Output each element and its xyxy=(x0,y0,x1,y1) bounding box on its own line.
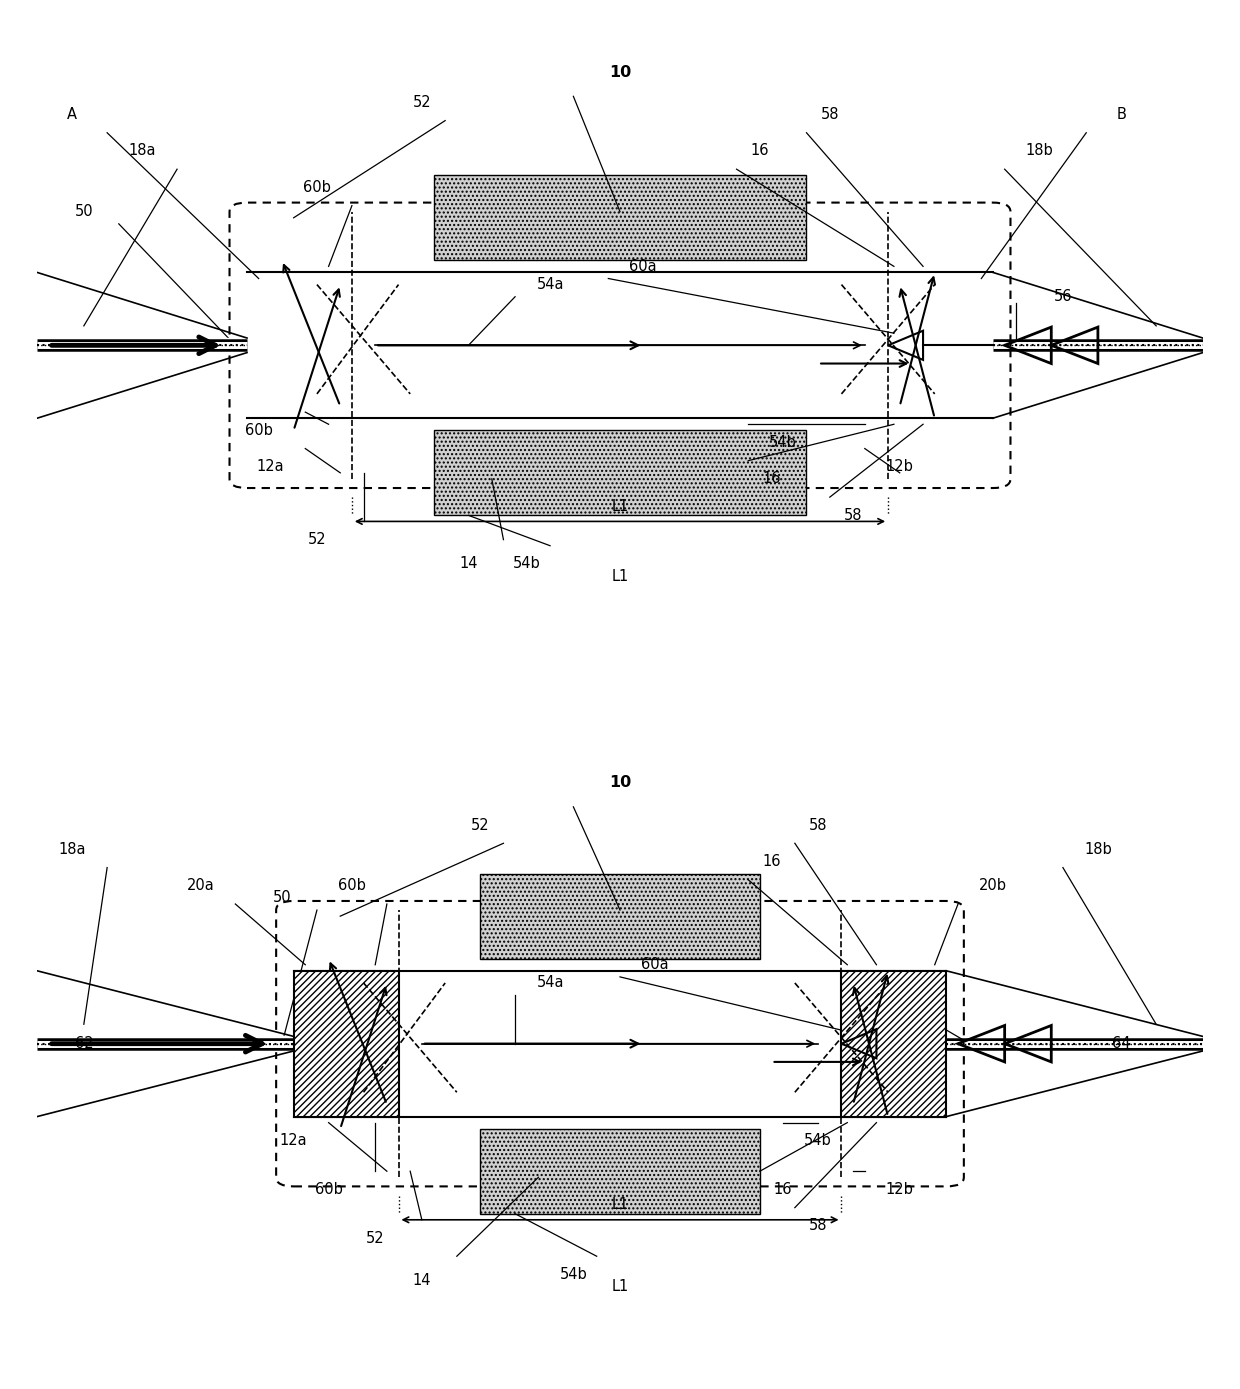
Text: 56: 56 xyxy=(914,975,932,990)
Text: 54b: 54b xyxy=(805,1133,832,1149)
Text: 16: 16 xyxy=(750,143,769,158)
Text: 58: 58 xyxy=(808,818,827,832)
FancyBboxPatch shape xyxy=(277,901,963,1186)
Text: 14: 14 xyxy=(413,1274,432,1288)
Text: 54a: 54a xyxy=(537,975,564,990)
Text: 12b: 12b xyxy=(885,460,914,474)
Bar xyxy=(294,971,398,1117)
Text: 60b: 60b xyxy=(303,181,331,194)
Text: 58: 58 xyxy=(821,107,839,122)
Text: 52: 52 xyxy=(366,1231,384,1246)
Text: B: B xyxy=(1116,107,1126,122)
Text: 60b: 60b xyxy=(339,878,366,893)
Text: 60b: 60b xyxy=(244,422,273,438)
Text: 54a: 54a xyxy=(537,276,564,292)
Bar xyxy=(480,1129,760,1214)
Text: 16: 16 xyxy=(763,854,781,870)
Text: 54b: 54b xyxy=(769,435,797,450)
Text: 54b: 54b xyxy=(559,1267,588,1282)
Text: 12a: 12a xyxy=(257,460,284,474)
Text: 58: 58 xyxy=(808,1218,827,1233)
Text: 64: 64 xyxy=(1112,1036,1131,1051)
Text: 54b: 54b xyxy=(513,557,541,571)
Bar xyxy=(842,971,946,1117)
Text: L1: L1 xyxy=(611,568,629,583)
Text: 16: 16 xyxy=(763,471,781,486)
Text: 62: 62 xyxy=(74,1036,93,1051)
Text: 18a: 18a xyxy=(129,143,156,158)
Text: L1: L1 xyxy=(611,499,629,514)
Text: L1: L1 xyxy=(611,1197,629,1213)
Text: 50: 50 xyxy=(273,890,291,906)
Text: A: A xyxy=(67,107,77,122)
Text: 18a: 18a xyxy=(58,842,86,857)
Text: 60a: 60a xyxy=(630,258,657,274)
Text: 18b: 18b xyxy=(1025,143,1054,158)
Text: 10: 10 xyxy=(609,775,631,790)
Text: 52: 52 xyxy=(471,818,490,832)
Text: 60a: 60a xyxy=(641,957,668,972)
FancyBboxPatch shape xyxy=(229,203,1011,488)
Text: 18b: 18b xyxy=(1084,842,1112,857)
Text: 50: 50 xyxy=(74,204,93,219)
Text: L1: L1 xyxy=(611,1279,629,1295)
Text: 10: 10 xyxy=(609,64,631,79)
Text: 52: 52 xyxy=(308,532,326,547)
Text: 56: 56 xyxy=(1054,289,1073,304)
Text: 20a: 20a xyxy=(186,878,215,893)
Text: 16: 16 xyxy=(774,1182,792,1197)
Text: 12b: 12b xyxy=(885,1182,914,1197)
Text: 20b: 20b xyxy=(980,878,1007,893)
Bar xyxy=(434,431,806,515)
Text: 58: 58 xyxy=(844,508,862,522)
Bar xyxy=(480,874,760,958)
Text: 12a: 12a xyxy=(280,1133,308,1149)
Text: 60b: 60b xyxy=(315,1182,342,1197)
Bar xyxy=(434,175,806,260)
Text: 14: 14 xyxy=(459,557,477,571)
Text: 52: 52 xyxy=(413,94,432,110)
